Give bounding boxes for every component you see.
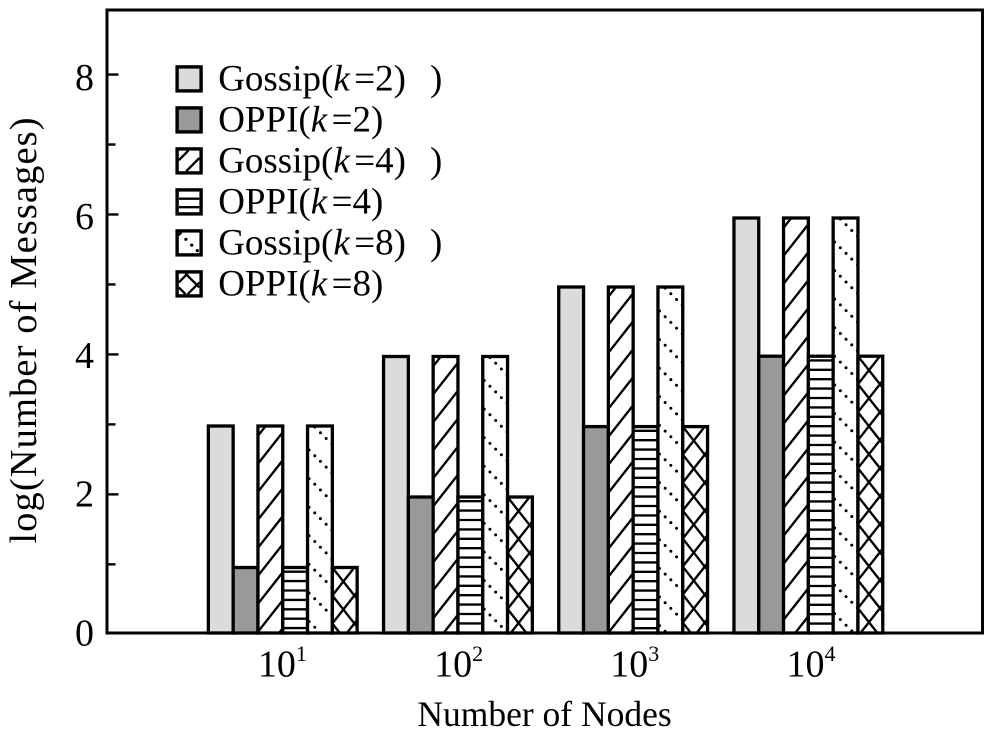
- svg-text:101: 101: [258, 641, 307, 686]
- svg-text:Number of Nodes: Number of Nodes: [417, 694, 671, 730]
- svg-text:log(Number of Messages): log(Number of Messages): [3, 116, 45, 543]
- svg-text:8: 8: [75, 57, 94, 99]
- svg-text:Gossip(k=4)): Gossip(k =4)): [218, 140, 442, 181]
- svg-text:Gossip(k=2)): Gossip(k =2)): [218, 58, 442, 99]
- svg-text:4: 4: [75, 335, 94, 377]
- svg-text:2: 2: [75, 474, 94, 516]
- svg-text:102: 102: [434, 641, 483, 686]
- svg-text:103: 103: [610, 641, 659, 686]
- svg-text:0: 0: [75, 613, 94, 655]
- svg-text:6: 6: [75, 196, 94, 238]
- svg-text:104: 104: [787, 641, 836, 686]
- svg-text:OPPI(k=4): OPPI(k =4): [218, 181, 383, 222]
- svg-text:OPPI(k=2): OPPI(k =2): [218, 99, 383, 140]
- svg-text:OPPI(k=8): OPPI(k =8): [218, 263, 383, 304]
- svg-text:Gossip(k=8)): Gossip(k =8)): [218, 222, 442, 263]
